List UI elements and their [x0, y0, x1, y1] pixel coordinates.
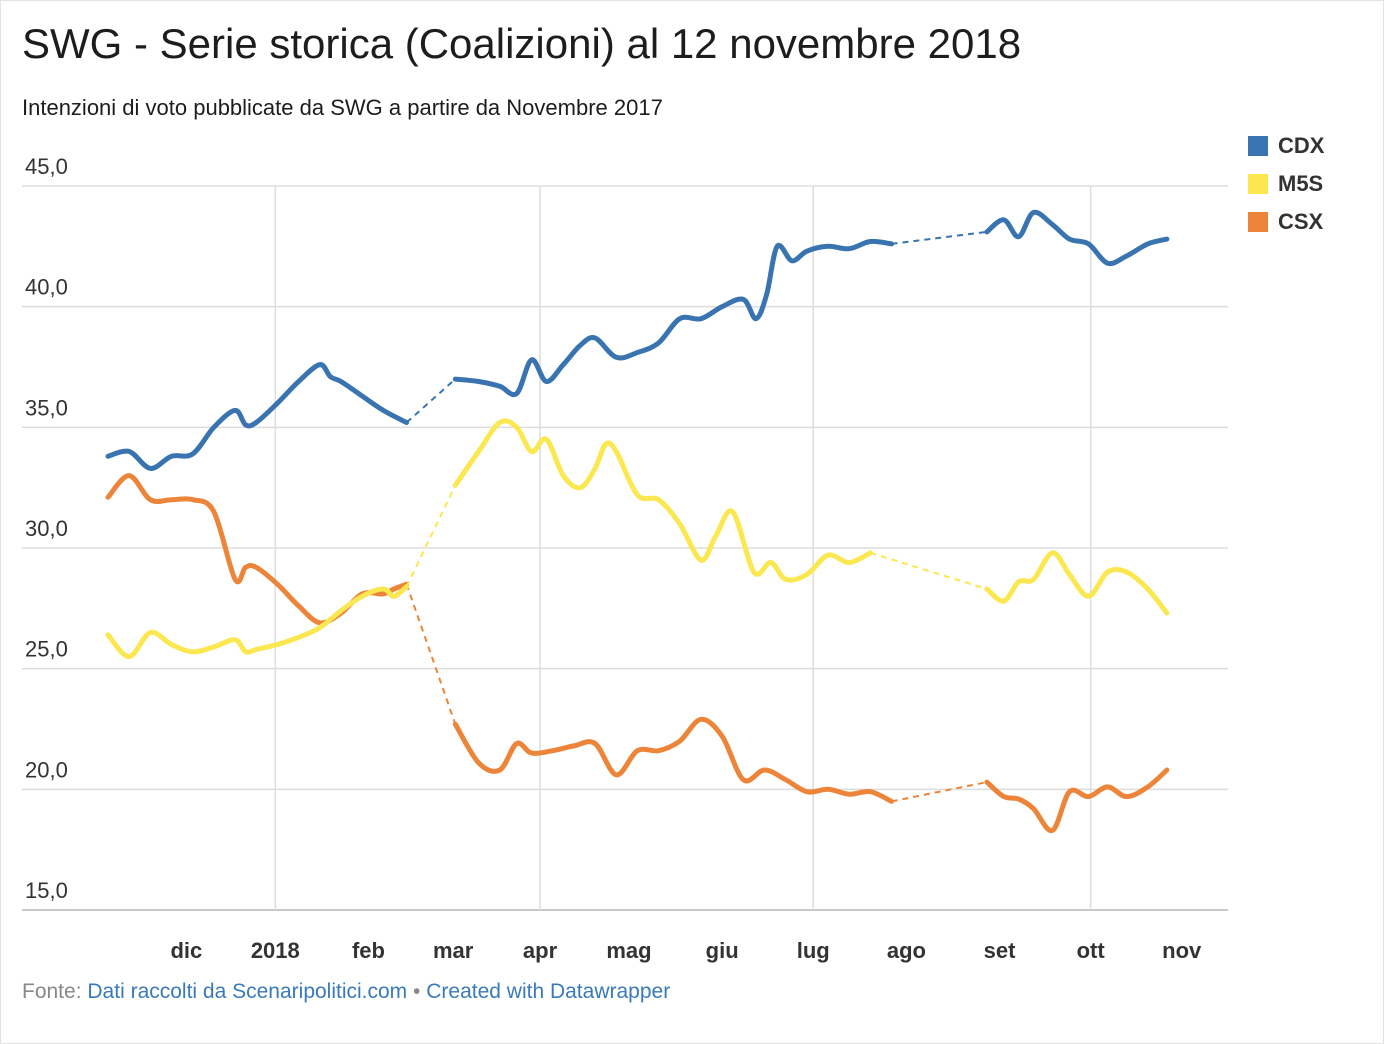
footer-separator: •	[413, 980, 421, 1003]
y-tick-label: 15,0	[25, 878, 68, 903]
legend-label-cdx: CDX	[1278, 133, 1325, 158]
legend-item-csx: CSX	[1248, 203, 1324, 241]
series-cdx-gap-link	[891, 230, 987, 245]
source-link[interactable]: Dati raccolti da Scenaripolitici.com	[87, 980, 408, 1003]
y-tick-label: 40,0	[25, 275, 68, 300]
series-csx-line	[105, 473, 410, 626]
x-tick-label: feb	[352, 938, 385, 963]
x-axis-ticks: dic 2018 feb mar apr mag giu lug ago set ott nov	[170, 938, 1202, 963]
series-cdx	[105, 209, 1170, 471]
y-tick-label: 25,0	[25, 637, 68, 662]
datawrapper-link[interactable]: Created with Datawrapper	[426, 980, 671, 1003]
series-m5s	[105, 418, 1170, 660]
legend-swatch-m5s	[1248, 174, 1268, 194]
x-gridlines	[274, 186, 1092, 910]
series-cdx-line	[452, 238, 895, 398]
series-csx-line	[452, 716, 895, 804]
legend-swatch-cdx	[1248, 136, 1268, 156]
series-cdx-gap-link	[405, 378, 456, 424]
chart-title: SWG - Serie storica (Coalizioni) al 12 n…	[22, 20, 1022, 67]
series-lines	[105, 209, 1170, 833]
chart-subtitle: Intenzioni di voto pubblicate da SWG a p…	[22, 95, 663, 120]
series-csx-gap-link	[891, 781, 988, 803]
legend: CDX M5S CSX	[1248, 127, 1324, 241]
y-gridlines	[22, 185, 1228, 911]
series-cdx-line	[984, 209, 1170, 267]
legend-label-csx: CSX	[1278, 209, 1324, 234]
y-tick-label: 30,0	[25, 516, 68, 541]
legend-label-m5s: M5S	[1278, 171, 1324, 196]
series-m5s-gap-link	[870, 551, 988, 590]
y-tick-label: 35,0	[25, 395, 68, 420]
x-tick-label: set	[984, 938, 1016, 963]
x-tick-label: mar	[433, 938, 474, 963]
series-csx-line	[984, 767, 1170, 833]
x-tick-label: ago	[887, 938, 926, 963]
x-tick-label: dic	[170, 938, 202, 963]
legend-item-m5s: M5S	[1248, 165, 1324, 203]
legend-swatch-csx	[1248, 212, 1268, 232]
x-tick-label: mag	[606, 938, 651, 963]
series-m5s-line	[452, 418, 873, 583]
footer-prefix: Fonte:	[22, 980, 82, 1003]
series-cdx-line	[105, 362, 410, 471]
y-tick-label: 20,0	[25, 757, 68, 782]
y-axis-ticks: 15,0 20,0 25,0 30,0 35,0 40,0 45,0	[25, 154, 68, 903]
series-csx-gap-link	[405, 583, 457, 725]
x-tick-label: giu	[706, 938, 739, 963]
y-tick-label: 45,0	[25, 154, 68, 179]
x-tick-label: 2018	[251, 938, 300, 963]
chart-footer: Fonte: Dati raccolti da Scenaripolitici.…	[22, 980, 670, 1004]
series-csx	[105, 473, 1170, 833]
x-tick-label: lug	[797, 938, 830, 963]
x-tick-label: ott	[1077, 938, 1106, 963]
series-m5s-line	[984, 550, 1170, 616]
x-tick-label: apr	[523, 938, 558, 963]
legend-item-cdx: CDX	[1248, 127, 1324, 165]
x-tick-label: nov	[1162, 938, 1202, 963]
series-m5s-line	[105, 584, 410, 660]
series-m5s-gap-link	[405, 484, 457, 588]
